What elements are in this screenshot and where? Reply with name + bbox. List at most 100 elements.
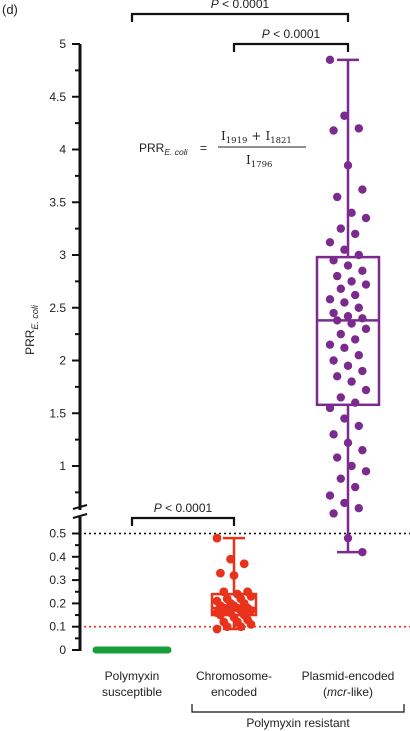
data-point-plasmid [333,372,342,381]
data-point-plasmid [358,185,367,194]
data-point-plasmid [351,290,360,300]
equation-lhs: PRRE. coli [139,141,189,157]
category-label-chromosome: encoded [211,685,257,699]
data-point-plasmid [347,208,356,217]
data-point-plasmid [358,445,367,455]
equation-numerator: I1919 + I1821 [221,129,292,146]
data-point-chromosome [216,568,225,578]
y-tick-label: 4.5 [49,90,66,104]
data-point-plasmid [336,474,345,483]
equation-lhs-sub: E. coli [164,147,188,157]
category-label-plasmid: (mcr-like) [323,685,373,699]
data-point-plasmid [336,284,345,293]
data-point-plasmid [358,314,367,323]
equation-den-sub: 1796 [251,160,273,170]
data-point-plasmid [351,398,360,407]
data-point-chromosome [222,622,232,632]
data-point-plasmid [340,111,349,120]
data-point-plasmid [333,192,342,202]
data-point-chromosome [239,559,249,569]
equation-lhs-main: PRR [139,141,165,155]
data-point-chromosome [216,610,225,620]
equation-num-plus: + [251,129,261,143]
data-point-chromosome [212,533,222,543]
data-point-chromosome [212,624,222,634]
data-point-plasmid [351,335,360,344]
y-tick-label: 1 [59,459,66,473]
data-point-plasmid [333,453,342,462]
significance-p: P [154,501,162,515]
data-point-plasmid [336,224,345,233]
y-tick-label: 0.5 [49,527,66,541]
category-label-susceptible: Polymyxin [105,669,160,683]
data-point-plasmid [358,547,367,557]
data-point-plasmid [361,213,371,223]
equation-num-a: I [221,129,226,143]
data-point-plasmid [361,280,371,289]
data-point-plasmid [343,361,353,370]
reference-lines [84,532,410,628]
axis-break-mark [72,504,88,510]
category-label-part: ( [323,685,327,699]
data-point-plasmid [336,329,345,339]
y-axis-label-main: PRR [23,329,37,355]
category-label-part: -like) [347,685,373,699]
data-point-plasmid [333,271,342,281]
significance-value: < 0.0001 [162,501,213,515]
data-point-plasmid [354,351,363,360]
category-label-susceptible: susceptible [102,685,162,699]
data-point-plasmid [329,308,338,318]
category-label-chromosome: Chromosome- [196,669,272,683]
category-label-part: mcr [327,685,348,699]
data-point-plasmid [329,430,338,439]
data-point-plasmid [354,421,363,431]
axis-break-mark [72,513,88,519]
y-tick-label: 3.5 [49,195,66,209]
significance-bracket [232,42,350,52]
data-point-plasmid [354,250,363,260]
data-point-plasmid [361,467,371,476]
data-point-plasmid [340,298,349,307]
y-tick-label: 0.3 [49,573,66,587]
data-point-plasmid [347,319,356,328]
data-point-plasmid [329,356,338,365]
data-point-plasmid [329,256,338,265]
equation-num-a-sub: 1919 [226,136,248,146]
y-axis-label: PRRE. coli [23,304,40,355]
y-tick-label: 0.4 [49,550,66,564]
data-point-plasmid [361,324,371,334]
data-point-chromosome [246,592,256,601]
data-point-plasmid [325,238,335,247]
data-point-plasmid [361,385,371,395]
y-axis: 0 0.1 0.2 0.3 0.4 0.5 1 1.5 2 2.5 3 3.5 4 4.5 5 [49,37,88,657]
data-point-plasmid [354,303,363,312]
data-point-plasmid [325,55,335,65]
data-point-plasmid [351,482,360,492]
significance-value: < 0.0001 [270,27,321,41]
point-layer [212,55,371,634]
data-point-plasmid [340,343,349,353]
resistant-bracket-label: Polymyxin resistant [246,716,350,730]
data-point-plasmid [343,311,353,321]
data-point-plasmid [329,509,338,518]
data-point-chromosome [226,554,236,564]
y-tick-label: 4 [59,143,66,157]
data-point-plasmid [347,377,356,386]
panel-label: (d) [2,2,18,17]
data-point-plasmid [354,504,363,513]
significance-p: P [262,27,270,41]
category-labels: Polymyxin susceptible Chromosome-encoded Pl… [102,669,405,730]
y-tick-label: 0 [59,643,66,657]
y-tick-label: 1.5 [49,406,66,420]
equation-num-b-sub: 1821 [270,136,292,146]
data-point-plasmid [333,316,342,325]
box-plasmid [315,255,381,407]
data-point-plasmid [340,245,349,254]
equation-denominator: I1796 [246,153,272,170]
y-tick-label: 0.2 [49,596,66,610]
significance-value: < 0.0001 [219,0,270,11]
significance-label: P < 0.0001 [211,0,270,11]
equation: PRRE. coli = I1919 + I1821 I1796 [139,129,306,170]
